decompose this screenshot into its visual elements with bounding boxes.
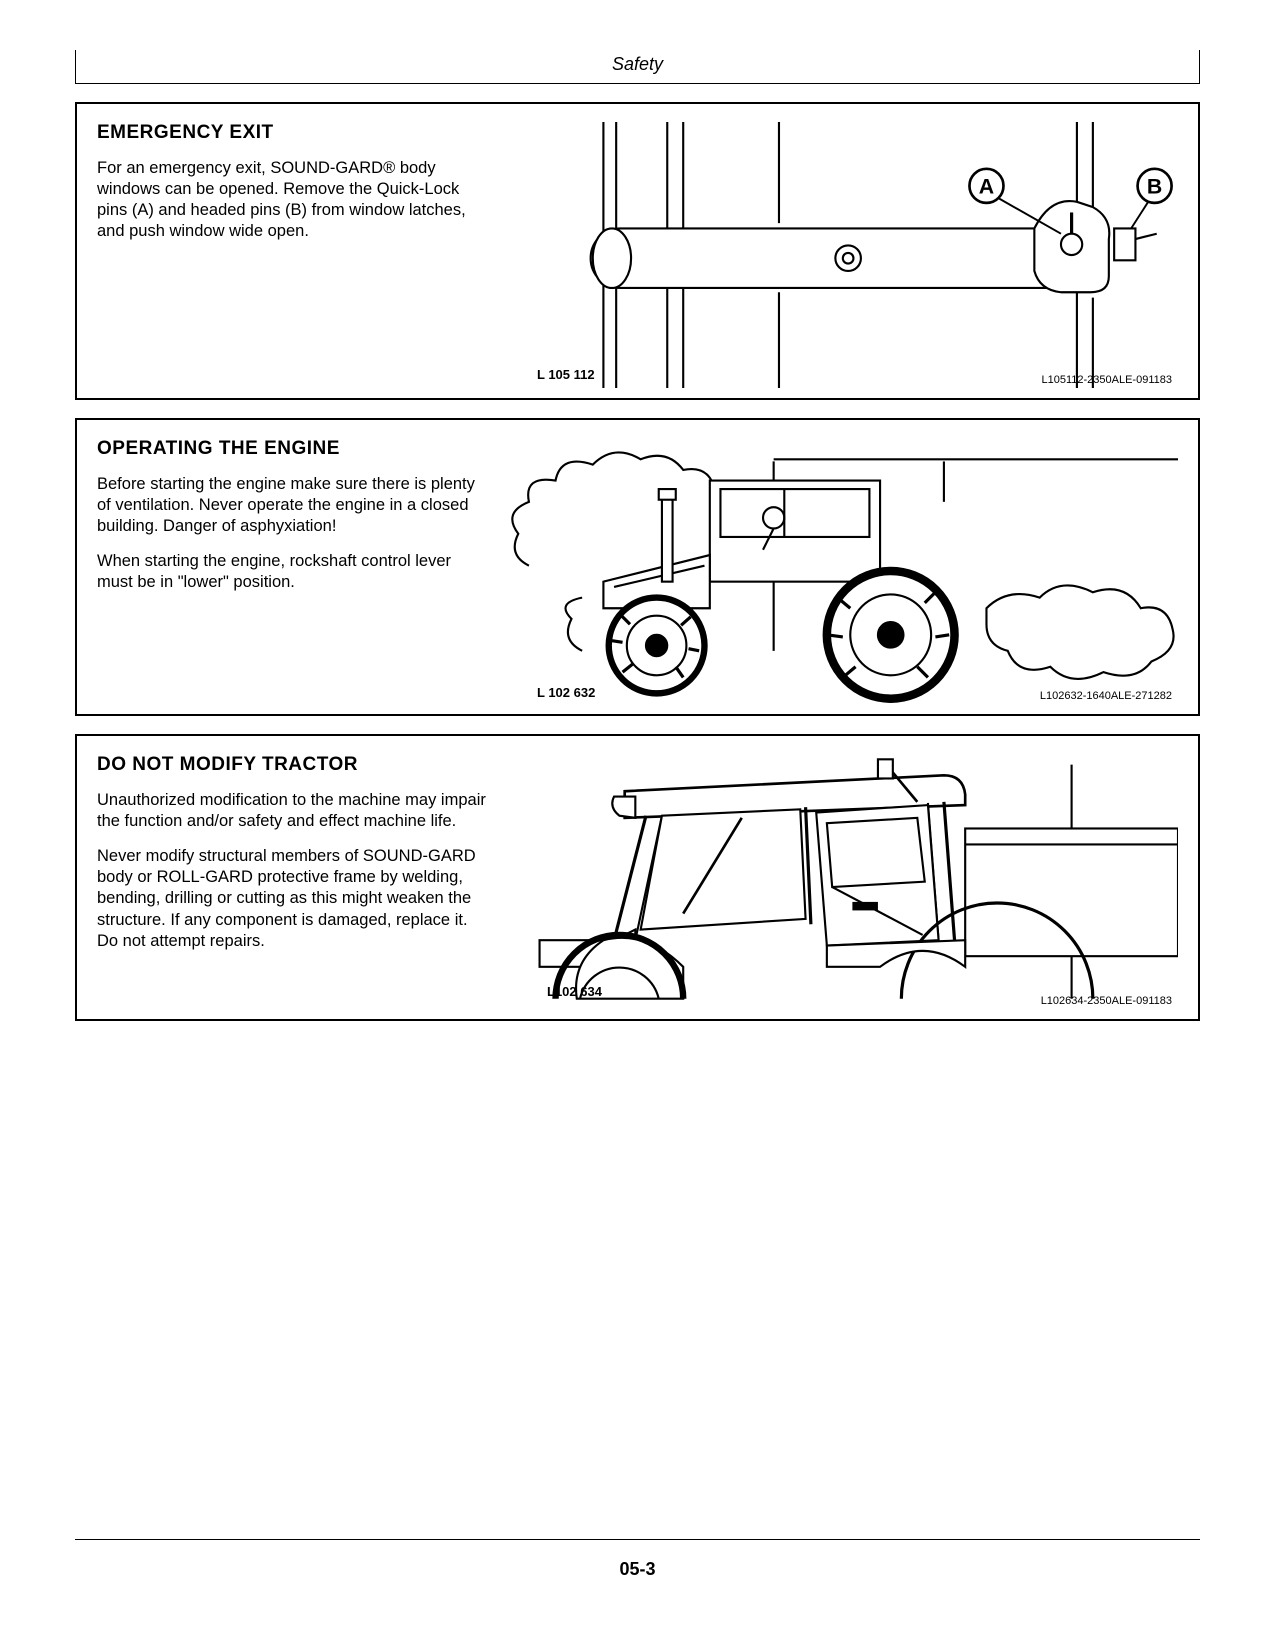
section-operating-engine: OPERATING THE ENGINE Before starting the… (75, 418, 1200, 716)
page-header: Safety (75, 50, 1200, 84)
section-heading: EMERGENCY EXIT (97, 122, 487, 144)
section-heading: DO NOT MODIFY TRACTOR (97, 754, 487, 776)
figure-label: L102 634 (547, 984, 602, 999)
figure-operating-engine: L 102 632 L102632-1640ALE-271282 (497, 438, 1178, 704)
page: Safety EMERGENCY EXIT For an emergency e… (0, 0, 1275, 1650)
section-do-not-modify: DO NOT MODIFY TRACTOR Unauthorized modif… (75, 734, 1200, 1021)
figure-label: L 102 632 (537, 685, 595, 700)
figure-emergency-exit: A B L 105 112 L105112-2350ALE-091183 (497, 122, 1178, 388)
figure-label: L 105 112 (537, 367, 595, 382)
page-number: 05-3 (0, 1559, 1275, 1580)
footer-rule (75, 1539, 1200, 1540)
figure-do-not-modify: L102 634 L102634-2350ALE-091183 (497, 754, 1178, 1009)
figure-ref: L105112-2350ALE-091183 (1042, 374, 1173, 386)
section-heading: OPERATING THE ENGINE (97, 438, 487, 460)
section-paragraph: Never modify structural members of SOUND… (97, 846, 487, 952)
tractor-cab-illustration (497, 754, 1178, 1009)
window-latch-illustration: A B (497, 122, 1178, 388)
section-paragraph: For an emergency exit, SOUND-GARD® body … (97, 158, 487, 242)
text-column: OPERATING THE ENGINE Before starting the… (97, 438, 497, 704)
callout-b-label: B (1147, 174, 1162, 198)
section-paragraph: Before starting the engine make sure the… (97, 474, 487, 537)
callout-a-label: A (979, 174, 994, 198)
tractor-exhaust-illustration (497, 438, 1178, 704)
figure-ref: L102632-1640ALE-271282 (1040, 690, 1172, 702)
text-column: DO NOT MODIFY TRACTOR Unauthorized modif… (97, 754, 497, 1009)
header-title: Safety (612, 54, 663, 74)
text-column: EMERGENCY EXIT For an emergency exit, SO… (97, 122, 497, 388)
section-paragraph: When starting the engine, rockshaft cont… (97, 551, 487, 593)
figure-ref: L102634-2350ALE-091183 (1041, 995, 1172, 1007)
section-paragraph: Unauthorized modification to the machine… (97, 790, 487, 832)
section-emergency-exit: EMERGENCY EXIT For an emergency exit, SO… (75, 102, 1200, 400)
